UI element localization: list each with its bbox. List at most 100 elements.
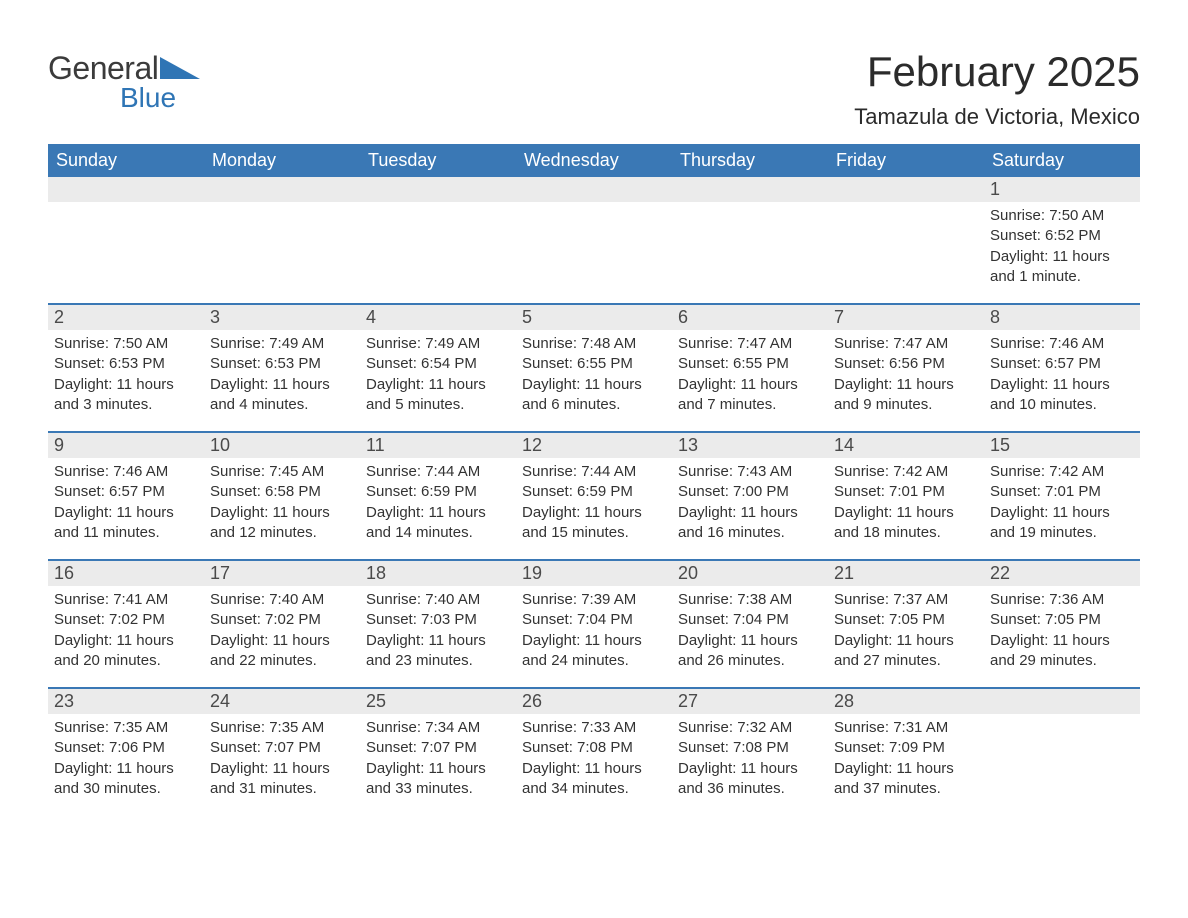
calendar-day-cell: 2Sunrise: 7:50 AMSunset: 6:53 PMDaylight… (48, 304, 204, 432)
calendar-day-cell: 15Sunrise: 7:42 AMSunset: 7:01 PMDayligh… (984, 432, 1140, 560)
day-daylight2: and 34 minutes. (522, 779, 666, 799)
day-sunrise: Sunrise: 7:44 AM (522, 462, 666, 482)
weekday-header: Tuesday (360, 144, 516, 177)
day-number: 13 (672, 433, 828, 458)
day-number: 9 (48, 433, 204, 458)
day-sunrise: Sunrise: 7:32 AM (678, 718, 822, 738)
weekday-header: Wednesday (516, 144, 672, 177)
day-daylight1: Daylight: 11 hours (54, 759, 198, 779)
day-details (984, 714, 1140, 814)
day-number: 22 (984, 561, 1140, 586)
day-sunset: Sunset: 7:07 PM (210, 738, 354, 758)
day-daylight2: and 11 minutes. (54, 523, 198, 543)
day-number: 4 (360, 305, 516, 330)
day-daylight1: Daylight: 11 hours (522, 375, 666, 395)
day-details: Sunrise: 7:48 AMSunset: 6:55 PMDaylight:… (516, 330, 672, 431)
calendar-day-cell: 22Sunrise: 7:36 AMSunset: 7:05 PMDayligh… (984, 560, 1140, 688)
day-daylight2: and 15 minutes. (522, 523, 666, 543)
calendar-day-cell: 1Sunrise: 7:50 AMSunset: 6:52 PMDaylight… (984, 177, 1140, 304)
day-daylight2: and 10 minutes. (990, 395, 1134, 415)
day-sunrise: Sunrise: 7:50 AM (54, 334, 198, 354)
calendar-day-cell (360, 177, 516, 304)
calendar-day-cell (984, 688, 1140, 815)
day-daylight2: and 5 minutes. (366, 395, 510, 415)
day-number: 21 (828, 561, 984, 586)
calendar-day-cell: 27Sunrise: 7:32 AMSunset: 7:08 PMDayligh… (672, 688, 828, 815)
day-daylight1: Daylight: 11 hours (210, 503, 354, 523)
day-number: 7 (828, 305, 984, 330)
day-sunset: Sunset: 7:06 PM (54, 738, 198, 758)
day-daylight1: Daylight: 11 hours (210, 375, 354, 395)
day-details: Sunrise: 7:35 AMSunset: 7:07 PMDaylight:… (204, 714, 360, 815)
day-number: 25 (360, 689, 516, 714)
calendar-day-cell: 18Sunrise: 7:40 AMSunset: 7:03 PMDayligh… (360, 560, 516, 688)
location-subtitle: Tamazula de Victoria, Mexico (854, 104, 1140, 130)
logo-triangle-icon (160, 52, 200, 84)
day-daylight2: and 24 minutes. (522, 651, 666, 671)
day-sunrise: Sunrise: 7:49 AM (210, 334, 354, 354)
day-daylight2: and 6 minutes. (522, 395, 666, 415)
day-sunset: Sunset: 6:53 PM (54, 354, 198, 374)
day-sunrise: Sunrise: 7:42 AM (834, 462, 978, 482)
day-sunrise: Sunrise: 7:35 AM (54, 718, 198, 738)
day-daylight1: Daylight: 11 hours (990, 247, 1134, 267)
day-number: 24 (204, 689, 360, 714)
day-sunset: Sunset: 7:02 PM (54, 610, 198, 630)
calendar-week-row: 16Sunrise: 7:41 AMSunset: 7:02 PMDayligh… (48, 560, 1140, 688)
calendar-day-cell: 8Sunrise: 7:46 AMSunset: 6:57 PMDaylight… (984, 304, 1140, 432)
day-daylight2: and 1 minute. (990, 267, 1134, 287)
day-sunrise: Sunrise: 7:34 AM (366, 718, 510, 738)
calendar-day-cell (516, 177, 672, 304)
calendar-day-cell: 9Sunrise: 7:46 AMSunset: 6:57 PMDaylight… (48, 432, 204, 560)
day-daylight2: and 7 minutes. (678, 395, 822, 415)
day-daylight2: and 30 minutes. (54, 779, 198, 799)
brand-logo-text: General Blue (48, 52, 200, 112)
calendar-week-row: 1Sunrise: 7:50 AMSunset: 6:52 PMDaylight… (48, 177, 1140, 304)
day-daylight1: Daylight: 11 hours (834, 375, 978, 395)
day-sunset: Sunset: 7:08 PM (678, 738, 822, 758)
day-details: Sunrise: 7:42 AMSunset: 7:01 PMDaylight:… (984, 458, 1140, 559)
day-details: Sunrise: 7:32 AMSunset: 7:08 PMDaylight:… (672, 714, 828, 815)
day-number (672, 177, 828, 202)
day-number: 1 (984, 177, 1140, 202)
day-details (360, 202, 516, 302)
weekday-header: Monday (204, 144, 360, 177)
day-details: Sunrise: 7:46 AMSunset: 6:57 PMDaylight:… (984, 330, 1140, 431)
day-number (360, 177, 516, 202)
calendar-day-cell (672, 177, 828, 304)
calendar-day-cell (48, 177, 204, 304)
day-daylight1: Daylight: 11 hours (210, 759, 354, 779)
day-sunset: Sunset: 7:03 PM (366, 610, 510, 630)
day-number: 23 (48, 689, 204, 714)
day-sunset: Sunset: 7:05 PM (834, 610, 978, 630)
day-daylight2: and 23 minutes. (366, 651, 510, 671)
day-details: Sunrise: 7:50 AMSunset: 6:53 PMDaylight:… (48, 330, 204, 431)
day-sunset: Sunset: 7:08 PM (522, 738, 666, 758)
day-sunrise: Sunrise: 7:35 AM (210, 718, 354, 738)
calendar-day-cell: 19Sunrise: 7:39 AMSunset: 7:04 PMDayligh… (516, 560, 672, 688)
day-daylight2: and 26 minutes. (678, 651, 822, 671)
day-daylight2: and 16 minutes. (678, 523, 822, 543)
day-sunrise: Sunrise: 7:42 AM (990, 462, 1134, 482)
day-daylight2: and 3 minutes. (54, 395, 198, 415)
day-daylight2: and 12 minutes. (210, 523, 354, 543)
day-daylight2: and 29 minutes. (990, 651, 1134, 671)
weekday-header: Friday (828, 144, 984, 177)
day-details (48, 202, 204, 302)
day-daylight1: Daylight: 11 hours (834, 759, 978, 779)
day-sunset: Sunset: 7:00 PM (678, 482, 822, 502)
day-details: Sunrise: 7:49 AMSunset: 6:53 PMDaylight:… (204, 330, 360, 431)
day-sunrise: Sunrise: 7:46 AM (990, 334, 1134, 354)
day-sunset: Sunset: 6:54 PM (366, 354, 510, 374)
day-daylight1: Daylight: 11 hours (678, 375, 822, 395)
day-details: Sunrise: 7:44 AMSunset: 6:59 PMDaylight:… (360, 458, 516, 559)
day-number (984, 689, 1140, 714)
calendar-day-cell (828, 177, 984, 304)
day-sunrise: Sunrise: 7:40 AM (210, 590, 354, 610)
calendar-week-row: 9Sunrise: 7:46 AMSunset: 6:57 PMDaylight… (48, 432, 1140, 560)
day-details: Sunrise: 7:33 AMSunset: 7:08 PMDaylight:… (516, 714, 672, 815)
day-details: Sunrise: 7:34 AMSunset: 7:07 PMDaylight:… (360, 714, 516, 815)
day-sunrise: Sunrise: 7:47 AM (834, 334, 978, 354)
day-sunrise: Sunrise: 7:45 AM (210, 462, 354, 482)
day-daylight1: Daylight: 11 hours (366, 375, 510, 395)
